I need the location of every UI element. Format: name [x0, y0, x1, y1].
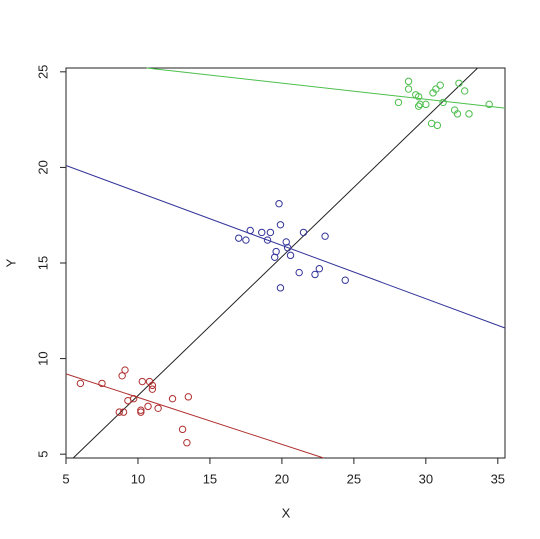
point	[76, 379, 85, 388]
point	[283, 244, 292, 252]
point	[404, 77, 413, 86]
point	[453, 110, 462, 118]
point	[178, 425, 187, 434]
fit-line	[65, 165, 506, 329]
point	[299, 228, 308, 237]
x-tick-label: 35	[491, 471, 505, 486]
point	[295, 268, 303, 277]
point	[129, 395, 138, 403]
point	[432, 85, 440, 93]
point	[246, 226, 254, 235]
y-axis-label: Y	[3, 258, 18, 267]
point	[465, 110, 473, 118]
point	[485, 100, 493, 109]
point	[154, 404, 162, 412]
point	[235, 234, 243, 242]
point	[137, 406, 145, 414]
point	[138, 377, 146, 386]
y-tick-label: 25	[35, 65, 50, 79]
x-tick-label: 30	[419, 471, 433, 486]
point	[276, 284, 285, 292]
x-tick-label: 10	[131, 471, 145, 486]
y-tick-label: 15	[35, 256, 50, 270]
fit-line	[146, 67, 506, 109]
point	[118, 372, 126, 380]
point	[394, 98, 403, 107]
point	[422, 100, 430, 109]
point	[416, 100, 424, 109]
point	[119, 408, 128, 416]
point	[184, 393, 193, 401]
point	[414, 102, 423, 110]
point	[315, 265, 324, 273]
plot-frame	[65, 67, 506, 459]
point	[98, 379, 106, 388]
point	[436, 81, 444, 89]
point	[137, 408, 145, 416]
point	[242, 236, 250, 244]
fit-line	[65, 373, 324, 459]
point	[168, 395, 177, 403]
x-tick-label: 15	[203, 471, 217, 486]
point	[183, 439, 191, 447]
point	[272, 247, 280, 256]
x-axis-label: X	[282, 505, 291, 520]
point	[276, 221, 285, 229]
point	[321, 232, 329, 240]
point	[311, 270, 319, 279]
point	[263, 236, 272, 244]
point	[414, 92, 423, 101]
x-tick-label: 5	[62, 471, 69, 486]
point	[341, 276, 349, 284]
point	[460, 87, 469, 95]
y-tick-label: 10	[35, 351, 50, 365]
point	[439, 98, 447, 107]
point	[115, 408, 123, 416]
point	[148, 385, 157, 393]
point	[266, 228, 275, 237]
point	[121, 366, 129, 374]
point	[455, 79, 463, 87]
point	[404, 85, 413, 93]
point	[258, 228, 266, 237]
point	[286, 251, 295, 260]
point	[144, 402, 152, 411]
y-tick-label: 5	[35, 451, 50, 458]
point	[433, 121, 442, 130]
x-tick-label: 25	[347, 471, 361, 486]
fit-line	[72, 67, 478, 459]
point	[148, 381, 157, 390]
x-tick-label: 20	[275, 471, 289, 486]
point	[275, 200, 283, 208]
y-tick-label: 20	[35, 160, 50, 174]
